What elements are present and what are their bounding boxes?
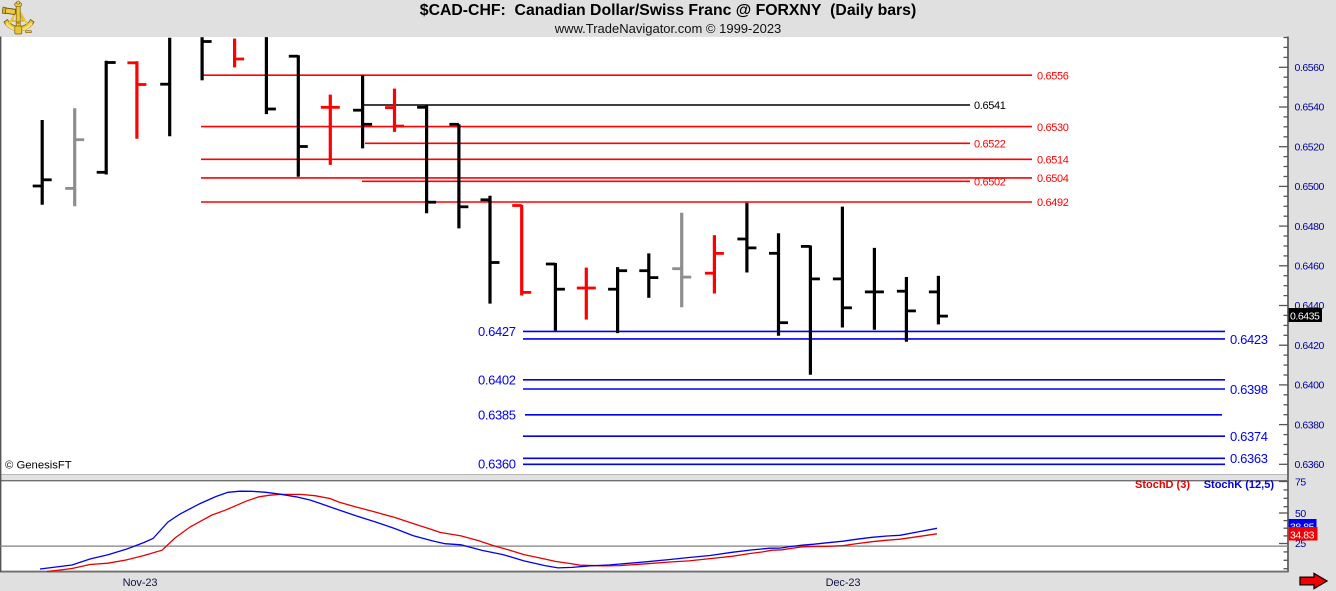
svg-text:0.6556: 0.6556	[1037, 71, 1069, 83]
svg-text:0.6385: 0.6385	[478, 408, 516, 423]
svg-text:0.6380: 0.6380	[1295, 419, 1325, 431]
svg-text:Nov-23: Nov-23	[123, 577, 158, 589]
svg-text:0.6541: 0.6541	[974, 100, 1006, 112]
svg-text:© GenesisFT: © GenesisFT	[5, 460, 72, 472]
svg-text:0.6400: 0.6400	[1295, 380, 1325, 392]
svg-text:50: 50	[1295, 508, 1306, 520]
svg-text:StochK (12,5): StochK (12,5)	[1204, 479, 1275, 491]
svg-text:0.6504: 0.6504	[1037, 173, 1069, 185]
svg-text:0.6560: 0.6560	[1295, 62, 1325, 74]
svg-text:0.6530: 0.6530	[1037, 122, 1069, 134]
svg-text:0.6492: 0.6492	[1037, 197, 1069, 209]
svg-text:0.6500: 0.6500	[1295, 181, 1325, 193]
svg-text:0.6423: 0.6423	[1230, 332, 1268, 347]
svg-text:34.83: 34.83	[1290, 529, 1315, 541]
svg-text:0.6398: 0.6398	[1230, 382, 1268, 397]
svg-text:0.6402: 0.6402	[478, 373, 516, 388]
svg-text:0.6360: 0.6360	[478, 457, 516, 472]
svg-text:0.6460: 0.6460	[1295, 261, 1325, 273]
svg-text:0.6480: 0.6480	[1295, 221, 1325, 233]
svg-text:Dec-23: Dec-23	[826, 577, 861, 589]
svg-text:0.6427: 0.6427	[478, 324, 516, 339]
svg-text:StochD (3): StochD (3)	[1135, 479, 1190, 491]
svg-text:0.6540: 0.6540	[1295, 102, 1325, 114]
svg-text:0.6502: 0.6502	[974, 176, 1006, 188]
svg-text:0.6363: 0.6363	[1230, 451, 1268, 466]
svg-text:0.6514: 0.6514	[1037, 155, 1069, 167]
svg-text:0.6435: 0.6435	[1290, 310, 1320, 322]
svg-text:0.6374: 0.6374	[1230, 429, 1268, 444]
svg-text:75: 75	[1295, 476, 1306, 488]
svg-text:0.6522: 0.6522	[974, 139, 1006, 151]
svg-text:0.6420: 0.6420	[1295, 340, 1325, 352]
svg-text:25: 25	[1295, 538, 1306, 550]
svg-text:0.6520: 0.6520	[1295, 141, 1325, 153]
svg-text:0.6360: 0.6360	[1295, 459, 1325, 471]
